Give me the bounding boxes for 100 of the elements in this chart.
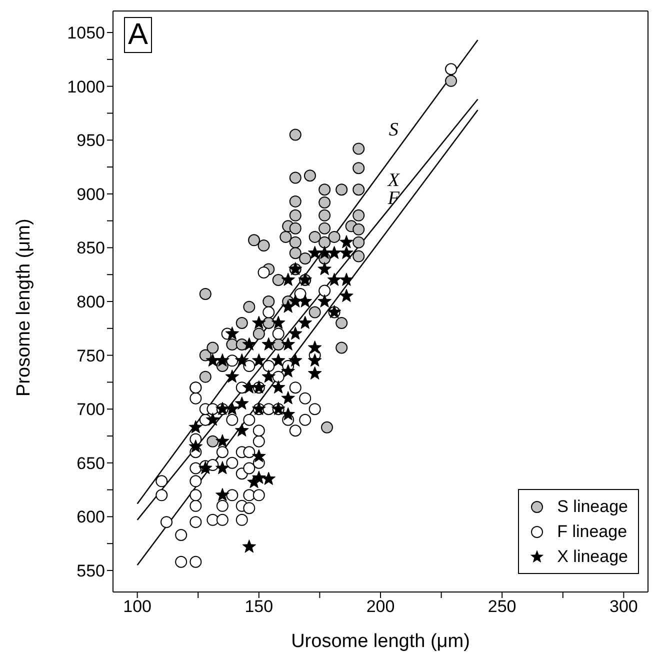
point xyxy=(340,235,354,248)
point xyxy=(336,342,348,354)
point xyxy=(271,353,286,367)
y-tick-label: 600 xyxy=(76,508,105,527)
point xyxy=(248,234,260,246)
point xyxy=(199,370,212,383)
point xyxy=(262,370,276,383)
point xyxy=(318,196,331,209)
y-tick-label: 1000 xyxy=(67,77,105,96)
x-tick-label: 100 xyxy=(123,597,152,616)
y-tick-label: 700 xyxy=(76,400,105,420)
point xyxy=(327,272,342,286)
point xyxy=(262,337,276,350)
point xyxy=(318,294,332,308)
x-tick-label: 200 xyxy=(366,597,395,616)
point xyxy=(252,449,266,462)
point xyxy=(445,74,458,87)
point xyxy=(242,337,256,350)
point xyxy=(298,294,312,308)
point xyxy=(216,461,230,474)
y-tick-label: 1050 xyxy=(67,24,105,43)
point xyxy=(289,247,302,260)
x-tick-label: 300 xyxy=(609,597,638,616)
annotation: A xyxy=(124,17,152,53)
point xyxy=(271,316,286,329)
point xyxy=(206,435,219,448)
y-tick-label: 800 xyxy=(76,292,105,312)
point xyxy=(226,338,238,351)
y-tick-label: 850 xyxy=(76,238,105,258)
point xyxy=(328,230,340,243)
point xyxy=(242,540,256,553)
point xyxy=(272,274,284,286)
point xyxy=(288,353,302,367)
point xyxy=(262,296,275,308)
point xyxy=(308,230,321,243)
point xyxy=(281,407,295,420)
point xyxy=(216,434,230,448)
point xyxy=(234,423,249,437)
y-tick-label: 900 xyxy=(76,184,105,204)
point xyxy=(352,209,365,222)
point xyxy=(234,396,249,410)
point xyxy=(289,209,302,222)
y-tick-label: 650 xyxy=(76,454,105,473)
x-tick-label: 250 xyxy=(488,597,516,616)
point xyxy=(289,236,302,248)
point xyxy=(318,236,331,248)
point xyxy=(352,162,365,174)
point xyxy=(340,288,354,302)
legend-label: S lineage xyxy=(557,496,628,518)
point xyxy=(336,184,348,196)
point xyxy=(271,380,286,394)
point xyxy=(234,353,249,367)
point xyxy=(258,240,270,252)
point xyxy=(318,246,332,259)
y-tick-label: 550 xyxy=(76,562,105,581)
point xyxy=(281,272,295,286)
point xyxy=(340,246,354,259)
point xyxy=(188,440,203,453)
point xyxy=(308,353,322,367)
y-axis-title: Prosome length (μm) xyxy=(14,218,35,396)
point xyxy=(225,326,240,340)
legend-label: X lineage xyxy=(557,546,628,568)
series-label: S xyxy=(388,120,399,141)
point xyxy=(225,370,240,383)
point xyxy=(262,472,276,485)
point xyxy=(188,420,203,434)
y-tick-label: 750 xyxy=(76,346,105,366)
legend-label: F lineage xyxy=(557,521,628,543)
x-tick-label: 150 xyxy=(244,597,274,616)
point xyxy=(304,170,316,182)
point xyxy=(242,380,256,394)
point xyxy=(281,300,295,313)
point xyxy=(352,142,365,155)
point xyxy=(206,412,220,426)
point xyxy=(352,184,365,196)
point xyxy=(308,366,322,380)
y-tick-label: 950 xyxy=(76,131,105,150)
point xyxy=(289,172,302,184)
point xyxy=(352,223,365,236)
point xyxy=(288,326,302,340)
point xyxy=(281,364,295,378)
point xyxy=(199,288,212,300)
point xyxy=(327,246,342,259)
point xyxy=(252,316,266,329)
point xyxy=(298,316,312,329)
point xyxy=(321,421,333,434)
point xyxy=(252,328,265,340)
point xyxy=(281,337,295,350)
x-axis-title: Urosome length (μm) xyxy=(291,631,470,652)
point xyxy=(216,353,230,367)
point xyxy=(236,317,248,330)
point xyxy=(216,488,230,502)
point xyxy=(281,391,295,404)
point xyxy=(225,402,240,416)
point xyxy=(206,353,220,367)
point xyxy=(206,342,219,354)
point xyxy=(318,262,332,276)
point xyxy=(243,300,256,313)
point xyxy=(308,306,321,318)
point xyxy=(318,209,331,222)
